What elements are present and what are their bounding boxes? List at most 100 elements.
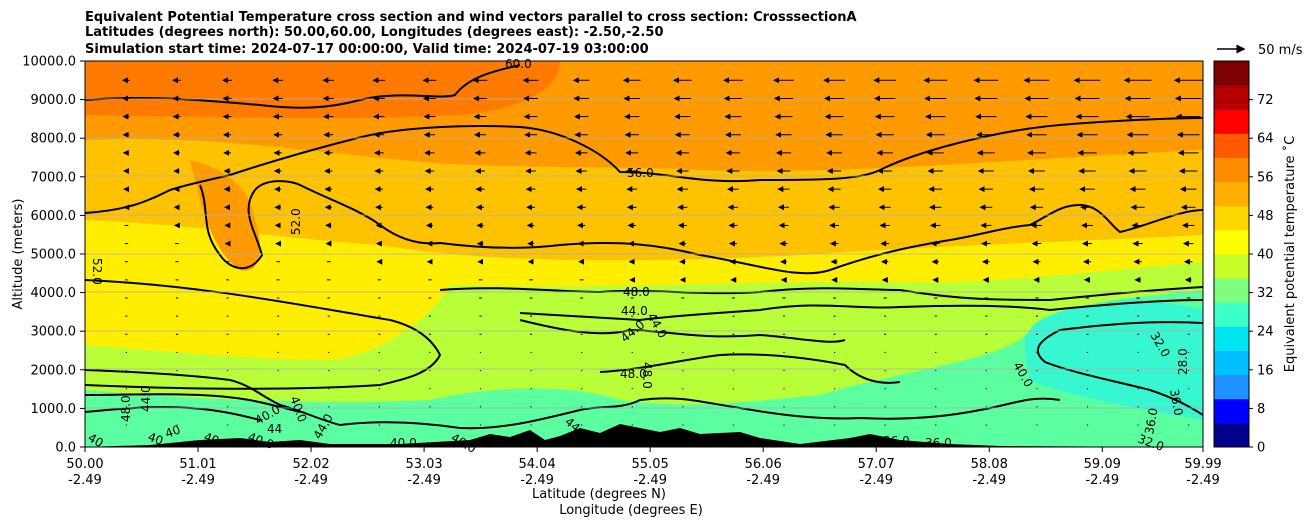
x-tick-label-lon: -2.49 xyxy=(181,473,215,488)
contour-label: 36.0 xyxy=(1167,388,1185,417)
contour-label: 44 xyxy=(267,422,282,436)
colorbar-segment xyxy=(1214,422,1249,448)
contour-label: 60.0 xyxy=(505,57,532,71)
contour-52-left xyxy=(199,180,1203,275)
y-tick-label: 2000.0 xyxy=(31,363,77,378)
x-tick-label-lon: -2.49 xyxy=(68,473,102,488)
contour-label: 36.0 xyxy=(1142,407,1160,436)
y-tick-label: 5000.0 xyxy=(31,248,77,263)
colorbar-segment xyxy=(1214,278,1249,303)
contour-label: 48.0 xyxy=(119,395,133,422)
contour-label: 52.0 xyxy=(289,208,303,235)
colorbar-segment xyxy=(1214,205,1249,231)
contour-label: 44.0 xyxy=(621,304,648,318)
x-tick-label-lon: -2.49 xyxy=(294,473,328,488)
x-tick-label-lon: -2.49 xyxy=(1085,473,1119,488)
colorbar-tick-label: 8 xyxy=(1257,402,1265,417)
field-yellow xyxy=(85,220,1203,360)
colorbar-tick-label: 56 xyxy=(1257,170,1274,185)
contour-44-mid xyxy=(519,299,1203,322)
x-axis-label: Latitude (degrees N) xyxy=(532,487,666,502)
x-tick-label-lon: -2.49 xyxy=(633,473,667,488)
colorbar-tick-label: 72 xyxy=(1257,93,1274,108)
x-tick-label-lat: 56.06 xyxy=(745,457,782,472)
contour-44-lower xyxy=(519,319,846,343)
x-tick-label-lon: -2.49 xyxy=(1186,473,1220,488)
contour-label: 28.0 xyxy=(1176,348,1190,375)
colorbar-segment xyxy=(1214,254,1249,279)
x-tick-label-lon: -2.49 xyxy=(746,473,780,488)
x-axis-label-2: Longitude (degrees E) xyxy=(559,503,703,518)
title-line-3: Simulation start time: 2024-07-17 00:00:… xyxy=(85,42,649,57)
wind-reference-label: 50 m/s xyxy=(1258,43,1303,58)
contour-label: 48.0 xyxy=(620,367,647,381)
y-tick-label: 4000.0 xyxy=(31,286,77,301)
y-tick-label: 3000.0 xyxy=(31,325,77,340)
colorbar-tick-label: 24 xyxy=(1257,325,1274,340)
contour-label: 52.0 xyxy=(90,258,104,285)
contour-40-right xyxy=(1036,321,1203,416)
contour-lower-left-2 xyxy=(85,393,301,413)
x-tick-label-lat: 59.09 xyxy=(1084,457,1121,472)
x-tick-label-lat: 59.99 xyxy=(1184,457,1221,472)
contour-lower-mid xyxy=(339,397,1061,430)
field-dark-orange xyxy=(85,61,560,119)
x-tick-label-lon: -2.49 xyxy=(972,473,1006,488)
colorbar-segment xyxy=(1214,326,1249,351)
contour-48-low xyxy=(599,353,901,384)
grid xyxy=(85,98,1203,409)
colorbar-tick-label: 40 xyxy=(1257,248,1274,263)
y-axis: 0.0 1000.0 2000.0 3000.0 4000.0 5000.0 6000.0 7… xyxy=(22,55,85,456)
colorbar-tick-label: 16 xyxy=(1257,363,1274,378)
contour-label: 40 xyxy=(86,430,106,450)
y-tick-label: 1000.0 xyxy=(31,402,77,417)
terrain xyxy=(85,424,1203,447)
y-tick-label: 6000.0 xyxy=(31,209,77,224)
y-tick-label: 8000.0 xyxy=(31,132,77,147)
x-tick-label-lon: -2.49 xyxy=(520,473,554,488)
field-golden xyxy=(85,139,1203,261)
contour-lower-left-1 xyxy=(85,369,341,426)
colorbar-segment xyxy=(1214,181,1249,207)
x-tick-label-lat: 52.02 xyxy=(292,457,329,472)
wind-vectors xyxy=(122,77,1203,426)
y-axis-label: Altitude (meters) xyxy=(11,199,26,310)
colorbar-tick-label: 48 xyxy=(1257,209,1274,224)
chart-title: Equivalent Potential Temperature cross s… xyxy=(85,10,857,57)
contour-label: 36.0 xyxy=(925,436,952,450)
colorbar-tick-label: 32 xyxy=(1257,286,1274,301)
contour-label: 40.0 xyxy=(390,436,417,450)
colorbar-segment xyxy=(1214,109,1249,134)
x-tick-label-lat: 58.08 xyxy=(971,457,1008,472)
contour-label: 40 xyxy=(163,422,182,440)
colorbar-segment xyxy=(1214,302,1249,327)
colorbar-segment xyxy=(1214,61,1249,86)
y-tick-label: 9000.0 xyxy=(31,93,77,108)
x-tick-label-lat: 54.04 xyxy=(519,457,556,472)
colorbar-segment xyxy=(1214,350,1249,376)
contour-label: 40 xyxy=(202,430,221,448)
title-line-1: Equivalent Potential Temperature cross s… xyxy=(85,10,857,25)
x-tick-label-lat: 50.00 xyxy=(66,457,103,472)
contour-label: 48.0 xyxy=(623,285,650,299)
colorbar-tick-label: 0 xyxy=(1257,441,1265,456)
x-tick-label-lon: -2.49 xyxy=(407,473,441,488)
field-cyan-pocket xyxy=(1024,295,1203,420)
x-tick-label-lat: 51.01 xyxy=(179,457,216,472)
x-tick-label-lat: 55.05 xyxy=(632,457,669,472)
y-tick-label: 10000.0 xyxy=(22,55,76,70)
colorbar-tick-label: 64 xyxy=(1257,132,1274,147)
colorbar: 0 8 16 24 32 40 48 56 64 72 xyxy=(1213,60,1274,456)
colorbar-segment xyxy=(1214,157,1249,183)
colorbar-label: Equivalent potential temperature ˚C xyxy=(1282,136,1298,372)
colorbar-segment xyxy=(1214,398,1249,424)
colorbar-segment xyxy=(1214,229,1249,255)
colorbar-segment xyxy=(1214,374,1249,400)
y-tick-label: 7000.0 xyxy=(31,170,77,185)
y-tick-label: 0.0 xyxy=(55,441,76,456)
title-line-2: Latitudes (degrees north): 50.00,60.00, … xyxy=(85,25,664,40)
contour-label: 36.0 xyxy=(883,434,910,448)
contour-label: 56.0 xyxy=(627,166,654,180)
contour-label: 40 xyxy=(146,430,165,448)
